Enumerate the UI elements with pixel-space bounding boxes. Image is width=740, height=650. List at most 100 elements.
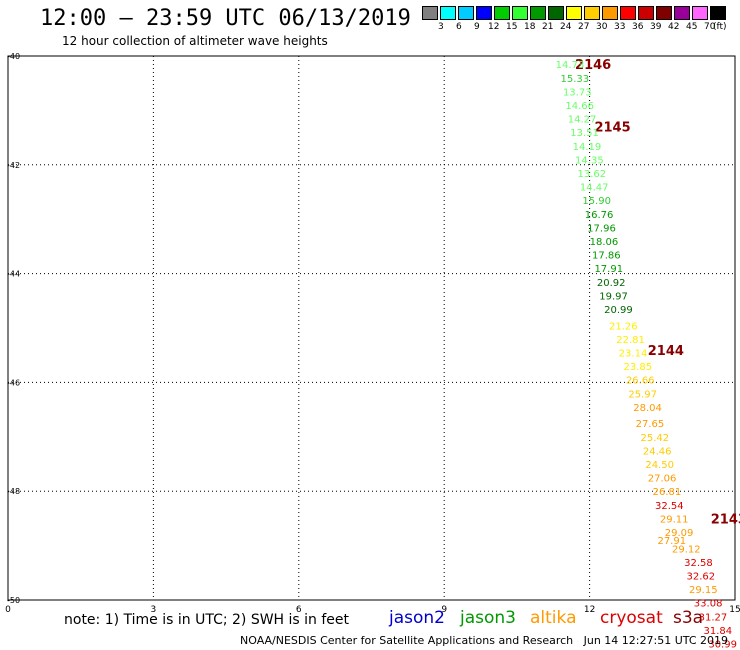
page-subtitle: 12 hour collection of altimeter wave hei…	[62, 34, 328, 48]
x-tick-label: 6	[296, 605, 302, 615]
satellite-s3a: s3a	[673, 608, 704, 628]
wave-height-value: 14.27	[568, 115, 597, 126]
wave-height-value: 20.92	[597, 278, 626, 289]
wave-height-value: 19.97	[599, 291, 628, 302]
satellite-jason3: jason3	[460, 608, 516, 628]
orbit-pass-label: 2144	[648, 344, 684, 359]
wave-height-value: 13.51	[570, 128, 599, 139]
legend-swatch	[512, 6, 528, 20]
wave-height-value: 24.50	[645, 460, 674, 471]
legend-swatch	[692, 6, 708, 20]
orbit-pass-label: 2146	[575, 58, 611, 73]
x-tick-label: 15	[729, 605, 740, 615]
legend-label: 15	[506, 22, 518, 32]
y-tick-label: -48	[7, 487, 20, 496]
wave-height-value: 28.04	[633, 403, 662, 414]
legend-label: 18	[524, 22, 536, 32]
legend-swatch	[530, 6, 546, 20]
wave-height-value: 23.85	[624, 362, 653, 373]
wave-height-value: 18.06	[590, 237, 619, 248]
wave-height-value: 27.65	[636, 419, 665, 430]
legend-label: 36	[632, 22, 644, 32]
legend-label: 12	[488, 22, 500, 32]
y-tick-label: -50	[7, 596, 20, 605]
y-tick-label: -46	[7, 378, 20, 387]
wave-height-value: 22.81	[616, 335, 645, 346]
legend-label: 33	[614, 22, 626, 32]
legend-swatch	[494, 6, 510, 20]
wave-height-value: 16.76	[585, 210, 614, 221]
legend-swatch	[476, 6, 492, 20]
wave-height-value: 15.33	[561, 74, 590, 85]
y-tick-label: -42	[7, 161, 20, 170]
legend-swatch	[422, 6, 438, 20]
legend-swatch	[638, 6, 654, 20]
wave-height-value: 20.99	[604, 305, 633, 316]
wave-height-value: 14.35	[575, 155, 604, 166]
wave-height-value: 14.73	[556, 60, 585, 71]
legend-label: 9	[474, 22, 480, 32]
wave-height-value: 26.81	[653, 487, 682, 498]
wave-height-value: 33.08	[694, 599, 723, 610]
legend-label: 39	[650, 22, 662, 32]
legend-label: 42	[668, 22, 680, 32]
wave-height-value: 32.54	[655, 501, 684, 512]
plot-frame	[7, 55, 736, 601]
satellite-jason2: jason2	[389, 608, 445, 628]
wave-height-value: 17.86	[592, 251, 621, 262]
legend-label: 30	[596, 22, 608, 32]
wave-height-value: 27.06	[648, 474, 677, 485]
wave-height-value: 29.15	[689, 585, 718, 596]
footer-credit: NOAA/NESDIS Center for Satellite Applica…	[240, 634, 729, 647]
wave-height-value: 23.14	[619, 348, 648, 359]
legend-label: 21	[542, 22, 554, 32]
x-tick-label: 3	[151, 605, 157, 615]
wave-height-value: 30.99	[708, 640, 737, 650]
wave-height-value: 29.09	[665, 528, 694, 539]
x-tick-label: 9	[441, 605, 447, 615]
x-tick-label: 12	[584, 605, 595, 615]
wave-height-value: 14.19	[573, 142, 602, 153]
note-text: note: 1) Time is in UTC; 2) SWH is in fe…	[64, 612, 350, 628]
legend-label: 6	[456, 22, 462, 32]
legend-swatch	[602, 6, 618, 20]
wave-height-value: 25.42	[640, 433, 669, 444]
wave-height-value: 15.90	[582, 196, 611, 207]
legend-label: 45	[686, 22, 698, 32]
wave-height-value: 21.26	[609, 321, 638, 332]
wave-height-value: 32.62	[687, 572, 716, 583]
wave-height-value: 29.12	[672, 544, 701, 555]
orbit-pass-label: 2145	[594, 121, 630, 136]
legend-swatch	[458, 6, 474, 20]
legend-swatch	[566, 6, 582, 20]
wave-height-value: 17.91	[594, 264, 623, 275]
x-tick-label: 0	[5, 605, 11, 615]
wave-height-value: 29.11	[660, 514, 689, 525]
wave-height-value: 17.96	[587, 223, 616, 234]
legend-label: 27	[578, 22, 590, 32]
wave-height-value: 31.27	[699, 612, 728, 623]
legend-swatch	[674, 6, 690, 20]
legend-swatch	[656, 6, 672, 20]
legend-label: 3	[438, 22, 444, 32]
y-tick-label: -40	[7, 52, 20, 61]
wave-height-value: 13.62	[577, 169, 606, 180]
wave-height-value: 25.97	[628, 389, 657, 400]
wave-height-value: 13.73	[563, 87, 592, 98]
wave-height-value: 31.84	[703, 626, 732, 637]
wave-height-value: 27.91	[657, 536, 686, 547]
wave-height-value: 32.58	[684, 558, 713, 569]
satellite-cryosat: cryosat	[600, 608, 663, 628]
legend-swatch	[620, 6, 636, 20]
legend-swatch	[710, 6, 726, 20]
legend-unit-label: (ft)	[713, 22, 727, 32]
legend-swatch	[440, 6, 456, 20]
wave-height-value: 24.46	[643, 446, 672, 457]
page-title: 12:00 — 23:59 UTC 06/13/2019	[40, 6, 411, 31]
satellite-altika: altika	[530, 608, 577, 628]
color-legend: (ft) 3 6 9 12 15 18 21 24 27 30 33 36 39 42 45 70	[422, 6, 740, 32]
orbit-pass-label: 2143	[711, 512, 740, 527]
legend-label: 24	[560, 22, 572, 32]
